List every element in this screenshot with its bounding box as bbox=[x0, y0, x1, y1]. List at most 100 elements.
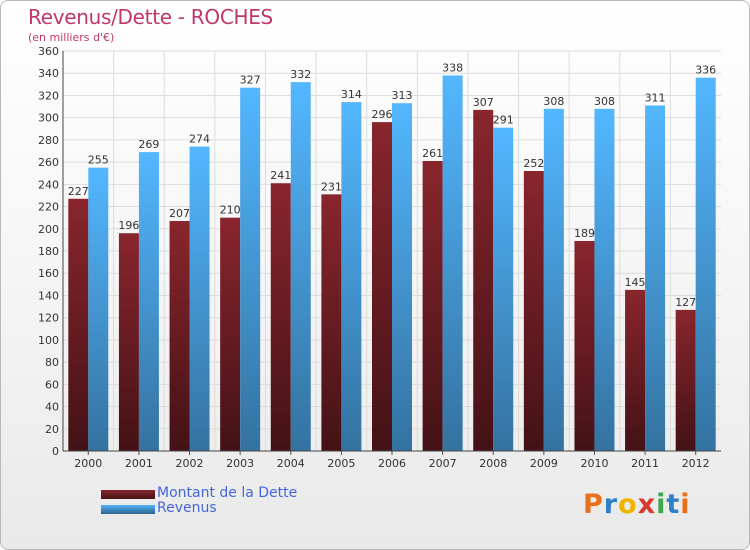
value-label-dette-2002: 207 bbox=[169, 207, 190, 220]
chart-subtitle: (en milliers d'€) bbox=[28, 31, 115, 44]
x-tick-label: 2010 bbox=[580, 457, 608, 470]
bar-dette-2002 bbox=[169, 221, 190, 451]
x-tick-label: 2002 bbox=[176, 457, 204, 470]
logo-letter: i bbox=[656, 489, 667, 520]
logo-letter: r bbox=[603, 489, 619, 520]
bar-revenus-2005 bbox=[341, 102, 362, 451]
x-tick-label: 2001 bbox=[125, 457, 153, 470]
bar-dette-2005 bbox=[321, 194, 342, 452]
y-tick-label: 140 bbox=[38, 289, 59, 302]
x-tick-label: 2012 bbox=[682, 457, 710, 470]
value-label-revenus-2003: 327 bbox=[240, 74, 261, 87]
x-tick-label: 2004 bbox=[277, 457, 305, 470]
value-label-dette-2010: 189 bbox=[574, 227, 595, 240]
x-tick-label: 2009 bbox=[530, 457, 558, 470]
value-label-dette-2006: 296 bbox=[372, 108, 393, 121]
bar-revenus-2004 bbox=[290, 82, 311, 451]
y-tick-label: 300 bbox=[38, 112, 59, 125]
legend-swatch-dette bbox=[101, 490, 155, 499]
y-tick-label: 180 bbox=[38, 245, 59, 258]
y-tick-label: 80 bbox=[45, 356, 59, 369]
chart-title: Revenus/Dette - ROCHES bbox=[28, 5, 273, 29]
value-label-dette-2005: 231 bbox=[321, 180, 342, 193]
bar-dette-2008 bbox=[473, 109, 494, 451]
label-layer: 227 255 196 269 207 274 210 327 241 332 231 314 296 3… bbox=[68, 61, 716, 308]
value-label-revenus-2012: 336 bbox=[695, 64, 716, 77]
logo-letter: x bbox=[637, 489, 657, 520]
y-tick-label: 280 bbox=[38, 134, 59, 147]
y-tick-label: 0 bbox=[52, 445, 59, 458]
value-label-revenus-2007: 338 bbox=[442, 61, 463, 74]
bar-dette-2000 bbox=[68, 198, 89, 451]
x-tick-label: 2007 bbox=[429, 457, 457, 470]
y-tick-label: 220 bbox=[38, 201, 59, 214]
proxiti-logo: Proxiti bbox=[583, 489, 691, 520]
x-tick-label: 2000 bbox=[74, 457, 102, 470]
bar-revenus-2002 bbox=[189, 146, 210, 452]
legend-label-dette: Montant de la Dette bbox=[157, 485, 298, 501]
bar-dette-2012 bbox=[675, 309, 696, 451]
bar-revenus-2006 bbox=[392, 103, 412, 451]
bar-revenus-2001 bbox=[138, 152, 159, 451]
value-label-dette-2004: 241 bbox=[270, 169, 291, 182]
logo-letter: i bbox=[680, 489, 691, 520]
value-label-revenus-2002: 274 bbox=[189, 133, 210, 146]
y-tick-label: 260 bbox=[38, 156, 59, 169]
y-tick-label: 340 bbox=[38, 67, 59, 80]
value-label-revenus-2000: 255 bbox=[88, 154, 109, 167]
bar-dette-2001 bbox=[118, 233, 139, 451]
value-label-revenus-2008: 291 bbox=[493, 114, 514, 127]
bar-dette-2007 bbox=[422, 161, 443, 451]
bar-dette-2004 bbox=[270, 183, 291, 451]
y-tick-label: 360 bbox=[38, 45, 59, 58]
logo-letter: t bbox=[666, 489, 681, 520]
value-label-revenus-2010: 308 bbox=[594, 95, 615, 108]
bar-revenus-2011 bbox=[645, 105, 666, 451]
logo-letter: P bbox=[583, 489, 604, 520]
bar-layer bbox=[68, 75, 716, 452]
value-label-revenus-2006: 313 bbox=[392, 89, 413, 102]
value-label-revenus-2001: 269 bbox=[138, 138, 159, 151]
y-tick-label: 20 bbox=[45, 423, 59, 436]
logo-letter: o bbox=[618, 489, 638, 520]
value-label-revenus-2009: 308 bbox=[543, 95, 564, 108]
value-label-revenus-2004: 332 bbox=[290, 68, 311, 81]
legend-swatch-revenus bbox=[101, 505, 155, 514]
value-label-dette-2011: 145 bbox=[625, 276, 646, 289]
bar-revenus-2003 bbox=[240, 87, 261, 452]
x-tick-label: 2008 bbox=[479, 457, 507, 470]
x-tick-label: 2003 bbox=[226, 457, 254, 470]
value-label-dette-2012: 127 bbox=[675, 296, 696, 309]
y-tick-label: 240 bbox=[38, 178, 59, 191]
bar-revenus-2007 bbox=[442, 75, 463, 451]
value-label-dette-2001: 196 bbox=[118, 219, 139, 232]
bar-revenus-2008 bbox=[493, 127, 514, 452]
bar-revenus-2010 bbox=[594, 108, 615, 452]
x-tick-label: 2011 bbox=[631, 457, 659, 470]
y-tick-label: 320 bbox=[38, 89, 59, 102]
y-tick-label: 200 bbox=[38, 223, 59, 236]
bar-dette-2011 bbox=[625, 289, 646, 451]
bar-dette-2009 bbox=[523, 171, 544, 451]
bar-dette-2003 bbox=[220, 217, 241, 451]
value-label-revenus-2005: 314 bbox=[341, 88, 362, 101]
value-label-dette-2008: 307 bbox=[473, 96, 494, 109]
bar-revenus-2012 bbox=[695, 77, 716, 452]
y-tick-label: 100 bbox=[38, 334, 59, 347]
y-tick-label: 60 bbox=[45, 378, 59, 391]
y-tick-label: 120 bbox=[38, 312, 59, 325]
value-label-dette-2009: 252 bbox=[523, 157, 544, 170]
value-label-dette-2003: 210 bbox=[220, 204, 241, 217]
x-tick-label: 2006 bbox=[378, 457, 406, 470]
value-label-revenus-2011: 311 bbox=[645, 91, 666, 104]
bar-dette-2006 bbox=[372, 122, 392, 451]
x-tick-label: 2005 bbox=[327, 457, 355, 470]
value-label-dette-2007: 261 bbox=[422, 147, 443, 160]
legend-label-revenus: Revenus bbox=[157, 500, 217, 516]
bar-revenus-2000 bbox=[88, 167, 109, 451]
y-tick-label: 160 bbox=[38, 267, 59, 280]
bar-revenus-2009 bbox=[543, 108, 564, 452]
axis-layer: 0 20 40 60 80 100 120 140 160 180 200 220 240 260 280 3… bbox=[38, 45, 721, 470]
